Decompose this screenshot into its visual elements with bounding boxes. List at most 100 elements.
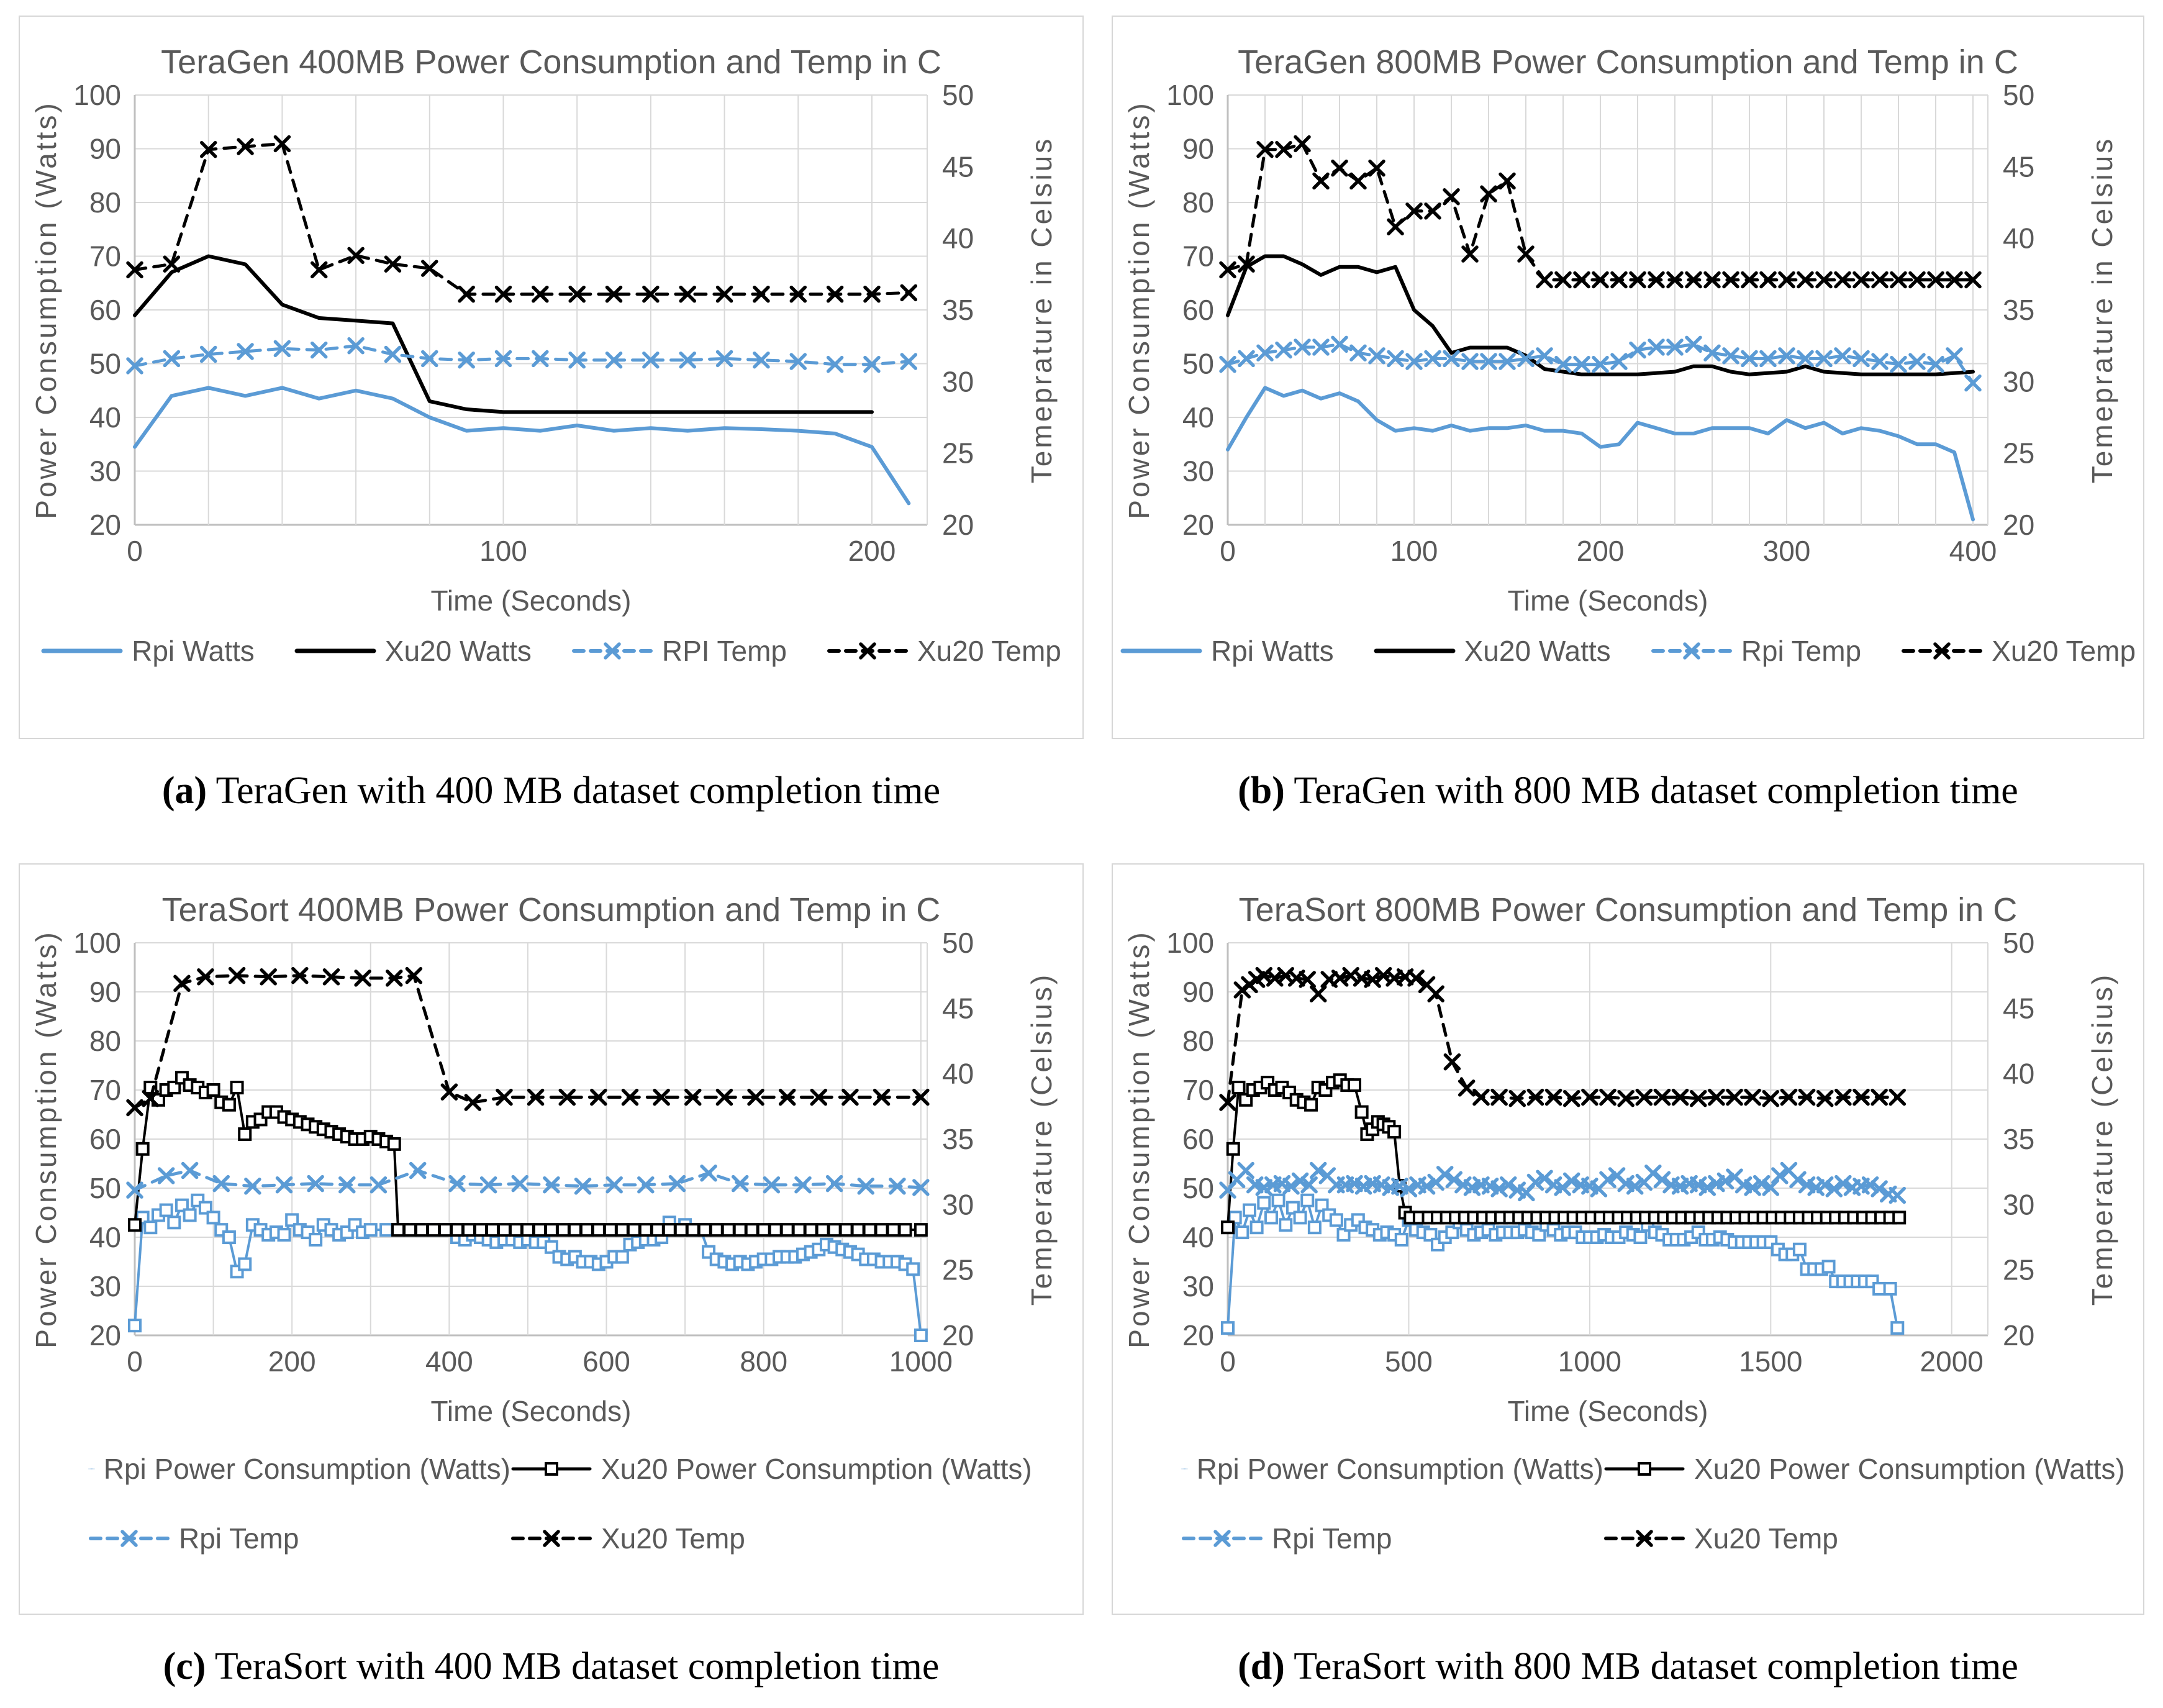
svg-text:40: 40 bbox=[942, 1058, 974, 1090]
svg-text:90: 90 bbox=[89, 976, 121, 1008]
legend-label: Xu20 Power Consumption (Watts) bbox=[601, 1453, 1032, 1485]
caption-label: (c) bbox=[163, 1645, 206, 1688]
svg-text:1000: 1000 bbox=[889, 1345, 953, 1378]
svg-text:100: 100 bbox=[73, 84, 121, 111]
legend-line-sample bbox=[1181, 1468, 1188, 1470]
legend-line-sample bbox=[89, 1530, 170, 1547]
svg-text:50: 50 bbox=[942, 84, 974, 111]
svg-text:300: 300 bbox=[1763, 535, 1811, 567]
series-markers bbox=[126, 337, 918, 375]
svg-text:70: 70 bbox=[1182, 240, 1214, 273]
svg-text:90: 90 bbox=[1182, 976, 1214, 1008]
svg-text:80: 80 bbox=[1182, 1025, 1214, 1057]
chart-title: TeraGen 400MB Power Consumption and Temp… bbox=[161, 43, 941, 81]
svg-text:35: 35 bbox=[942, 294, 974, 326]
svg-text:25: 25 bbox=[942, 1254, 974, 1286]
svg-text:25: 25 bbox=[942, 437, 974, 470]
legend-item: Rpi Watts bbox=[41, 634, 255, 668]
svg-text:2000: 2000 bbox=[1920, 1345, 1984, 1378]
svg-text:0: 0 bbox=[127, 1345, 143, 1378]
svg-text:400: 400 bbox=[425, 1345, 473, 1378]
svg-text:25: 25 bbox=[2003, 437, 2034, 470]
svg-text:30: 30 bbox=[1182, 455, 1214, 488]
figure-column-c: TeraSort 400MB Power Consumption and Tem… bbox=[19, 863, 1084, 1689]
legend-line-sample bbox=[1651, 642, 1732, 660]
legend-label: RPI Temp bbox=[661, 635, 787, 667]
legend-line-sample bbox=[1604, 1530, 1685, 1547]
svg-text:40: 40 bbox=[1182, 401, 1214, 434]
svg-text:200: 200 bbox=[1577, 535, 1625, 567]
svg-text:100: 100 bbox=[1166, 84, 1214, 111]
legend-label: Xu20 Power Consumption (Watts) bbox=[1694, 1453, 2125, 1485]
svg-text:0: 0 bbox=[127, 535, 143, 567]
legend-item: Xu20 Temp bbox=[1901, 634, 2136, 668]
svg-text:Power Consumption (Watts): Power Consumption (Watts) bbox=[30, 101, 62, 519]
svg-text:35: 35 bbox=[942, 1123, 974, 1155]
caption-text: TeraGen with 400 MB dataset completion t… bbox=[215, 770, 941, 812]
figure-column-b: TeraGen 800MB Power Consumption and Temp… bbox=[1112, 16, 2144, 813]
chart-canvas-teragen-400: 20 30 40 50 60 70 80 90 100 20 25 30 35 40 45 50 0 100 200… bbox=[30, 84, 1058, 617]
series-markers bbox=[1219, 135, 1982, 289]
svg-text:80: 80 bbox=[89, 186, 121, 219]
legend-item: Xu20 Power Consumption (Watts) bbox=[1603, 1452, 2143, 1486]
caption-label: (b) bbox=[1238, 770, 1285, 812]
legend-item: RPI Temp bbox=[571, 634, 787, 668]
legend-line-sample bbox=[571, 642, 653, 660]
legend-label: Xu20 Temp bbox=[1992, 635, 2136, 667]
svg-text:30: 30 bbox=[2003, 1188, 2034, 1220]
svg-text:0: 0 bbox=[1220, 1345, 1236, 1378]
caption-label: (d) bbox=[1238, 1645, 1285, 1688]
legend-label: Rpi Temp bbox=[179, 1522, 299, 1555]
svg-text:50: 50 bbox=[2003, 84, 2034, 111]
svg-text:100: 100 bbox=[73, 932, 121, 959]
series-markers bbox=[1221, 1073, 1907, 1235]
chart-panel-terasort-800: TeraSort 800MB Power Consumption and Tem… bbox=[1112, 863, 2144, 1615]
legend-item: Xu20 Watts bbox=[294, 634, 532, 668]
svg-text:Temperature (Celsius): Temperature (Celsius) bbox=[2086, 973, 2118, 1306]
legend-label: Rpi Power Consumption (Watts) bbox=[103, 1453, 510, 1485]
svg-text:20: 20 bbox=[2003, 1319, 2034, 1351]
svg-text:80: 80 bbox=[89, 1025, 121, 1057]
legend-item: Rpi Temp bbox=[88, 1522, 510, 1555]
chart-legend: Rpi Watts Xu20 Watts Rpi Temp Xu20 Temp bbox=[1113, 634, 2143, 668]
svg-text:45: 45 bbox=[2003, 992, 2034, 1024]
svg-text:20: 20 bbox=[942, 509, 974, 541]
svg-text:20: 20 bbox=[942, 1319, 974, 1351]
series-markers bbox=[1219, 335, 1982, 392]
caption-text: TeraSort with 400 MB dataset completion … bbox=[214, 1645, 940, 1688]
svg-text:50: 50 bbox=[1182, 1172, 1214, 1204]
chart-title: TeraGen 800MB Power Consumption and Temp… bbox=[1238, 43, 2018, 81]
series-markers bbox=[126, 1161, 930, 1199]
legend-line-sample bbox=[41, 648, 123, 653]
chart-panel-terasort-400: TeraSort 400MB Power Consumption and Tem… bbox=[19, 863, 1084, 1615]
figure-caption-c: (c) TeraSort with 400 MB dataset complet… bbox=[19, 1645, 1084, 1689]
svg-text:800: 800 bbox=[740, 1345, 787, 1378]
legend-label: Xu20 Watts bbox=[1464, 635, 1611, 667]
svg-text:50: 50 bbox=[1182, 348, 1214, 380]
series-markers bbox=[1219, 1161, 1907, 1204]
svg-text:45: 45 bbox=[2003, 150, 2034, 183]
legend-label: Rpi Watts bbox=[132, 635, 255, 667]
svg-text:Temeprature in Celsius: Temeprature in Celsius bbox=[2086, 137, 2118, 483]
legend-label: Rpi Temp bbox=[1272, 1522, 1392, 1555]
legend-label: Xu20 Temp bbox=[917, 635, 1061, 667]
svg-text:25: 25 bbox=[2003, 1254, 2034, 1286]
svg-text:30: 30 bbox=[942, 365, 974, 397]
svg-text:600: 600 bbox=[583, 1345, 630, 1378]
legend-line-sample bbox=[1604, 1462, 1685, 1476]
svg-text:30: 30 bbox=[1182, 1270, 1214, 1302]
caption-text: TeraGen with 800 MB dataset completion t… bbox=[1294, 770, 2018, 812]
legend-line-sample bbox=[294, 648, 376, 653]
svg-text:45: 45 bbox=[942, 150, 974, 183]
svg-text:Power Consumption (Watts): Power Consumption (Watts) bbox=[1123, 932, 1155, 1348]
svg-text:100: 100 bbox=[479, 535, 527, 567]
svg-text:0: 0 bbox=[1220, 535, 1236, 567]
svg-text:40: 40 bbox=[1182, 1221, 1214, 1253]
legend-item: Xu20 Temp bbox=[1603, 1522, 2143, 1555]
svg-text:20: 20 bbox=[1182, 509, 1214, 541]
series-markers bbox=[1219, 966, 1907, 1111]
svg-text:50: 50 bbox=[89, 1172, 121, 1204]
chart-panel-teragen-800: TeraGen 800MB Power Consumption and Temp… bbox=[1112, 16, 2144, 739]
series-markers bbox=[128, 1071, 928, 1237]
